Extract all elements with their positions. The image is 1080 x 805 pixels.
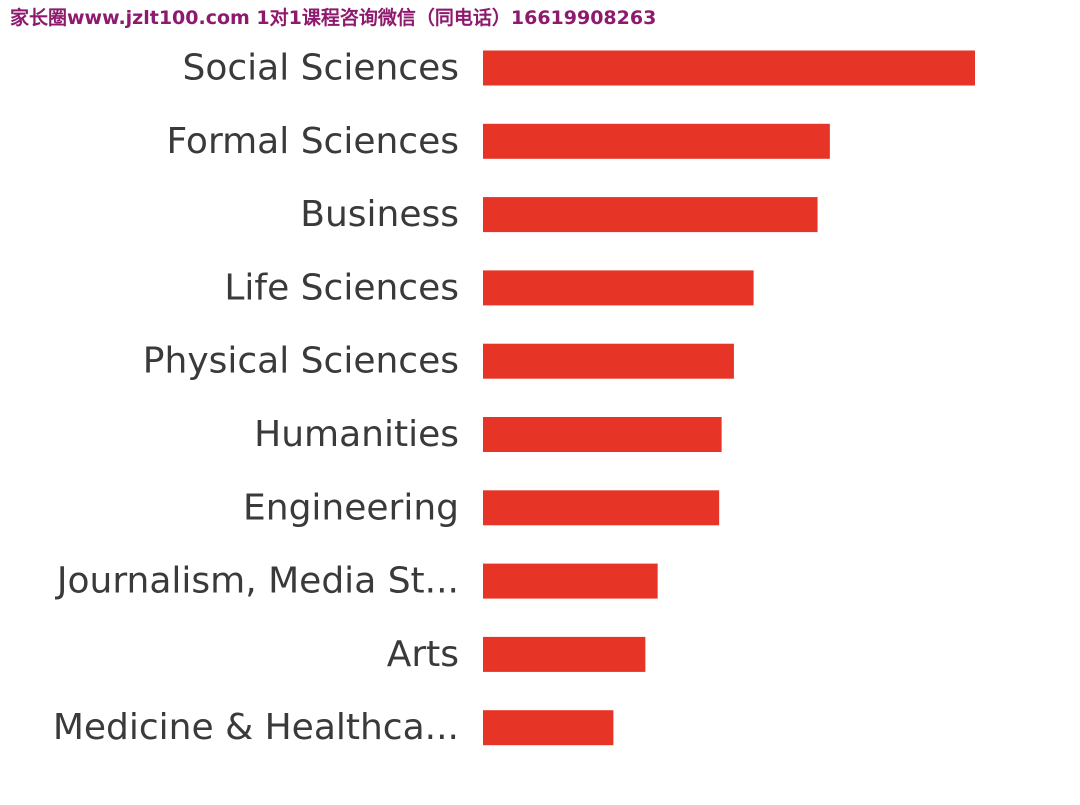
bar [483, 123, 830, 159]
bar [483, 343, 734, 379]
bar [483, 490, 720, 526]
category-label: Social Sciences [183, 48, 460, 89]
category-label: Arts [387, 634, 459, 675]
bar [483, 197, 818, 233]
category-label: Humanities [254, 414, 459, 455]
category-label: Formal Sciences [167, 121, 460, 162]
bars [483, 50, 975, 746]
category-label: Medicine & Healthca... [53, 707, 459, 748]
category-label: Life Sciences [224, 267, 459, 308]
category-labels: Social Sciences Formal Sciences Business Li… [53, 48, 459, 749]
bar [483, 710, 614, 746]
category-label: Engineering [243, 487, 459, 528]
category-label: Physical Sciences [143, 341, 459, 382]
category-label: Journalism, Media St... [55, 561, 459, 602]
category-label: Business [300, 194, 459, 235]
bar [483, 563, 658, 599]
bar [483, 50, 975, 86]
bar [483, 270, 754, 306]
bar [483, 636, 646, 672]
watermark-text: 家长圈www.jzlt100.com 1对1课程咨询微信（同电话）1661990… [10, 7, 657, 29]
bar [483, 417, 722, 452]
